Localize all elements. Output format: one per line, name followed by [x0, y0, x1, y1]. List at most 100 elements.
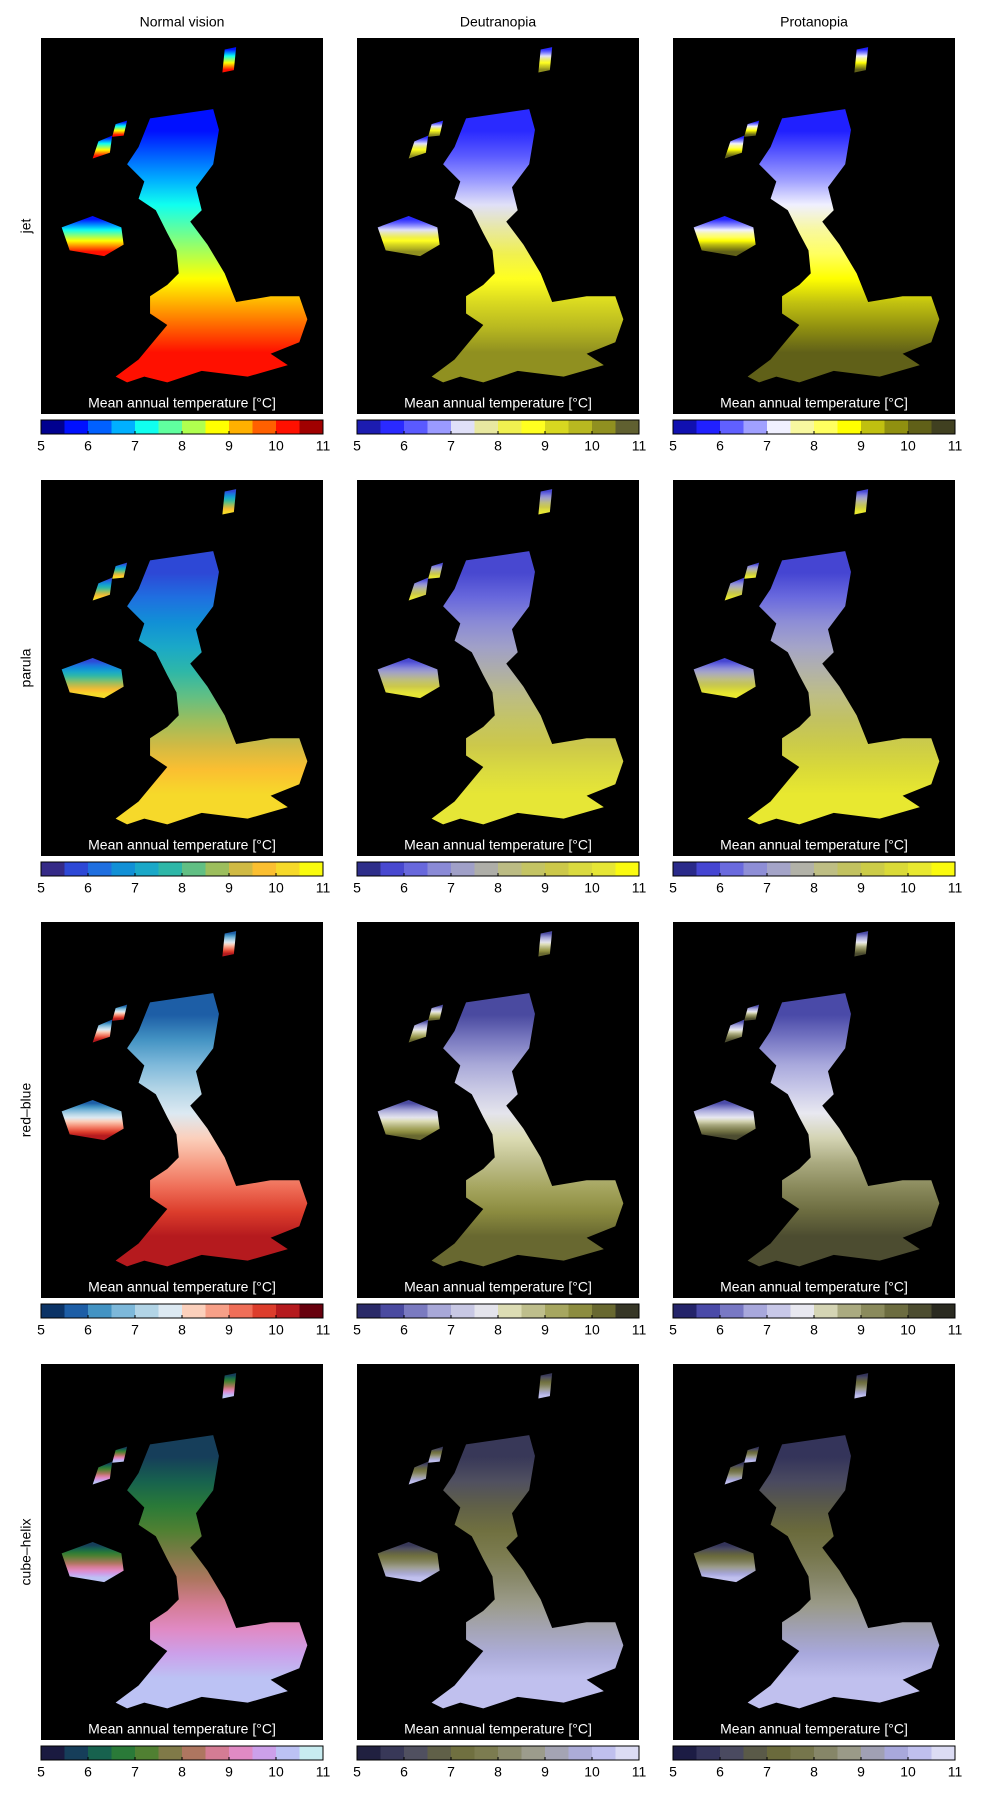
colorbar-swatch	[615, 420, 640, 434]
colorbar-swatch	[182, 420, 206, 434]
colorbar-swatch	[357, 862, 381, 876]
colorbar-tick-label: 11	[948, 438, 963, 454]
colorbar-swatch	[158, 1304, 183, 1318]
colorbar-tick-label: 9	[225, 1764, 233, 1780]
colorbar-tick-label: 7	[763, 438, 771, 454]
colorbar-swatch	[64, 1746, 89, 1760]
colorbar-tick-label: 8	[178, 880, 186, 896]
colorbar-swatch	[88, 862, 112, 876]
colorbar-tick-label: 10	[268, 880, 284, 896]
colorbar-tick-label: 5	[669, 1764, 677, 1780]
colorbar-swatch	[205, 1746, 230, 1760]
colorbar-tick-label: 6	[716, 1764, 724, 1780]
colorbar-swatch	[790, 420, 815, 434]
colorbar-swatch	[545, 1746, 569, 1760]
colorbar-swatch	[474, 420, 499, 434]
colorbar-swatch	[111, 1746, 136, 1760]
colorbar-tick-label: 8	[810, 438, 818, 454]
map-caption: Mean annual temperature [°C]	[88, 837, 276, 853]
colorbar-swatch	[673, 1746, 697, 1760]
colorbar-tick-label: 11	[632, 1322, 647, 1338]
map-caption: Mean annual temperature [°C]	[88, 1721, 276, 1737]
colorbar-tick-label: 7	[447, 1764, 455, 1780]
colorbar-swatch	[498, 420, 522, 434]
colorbar-swatch	[427, 1746, 452, 1760]
colorbar-swatch	[592, 862, 616, 876]
colorbar-tick-label: 10	[900, 1764, 916, 1780]
colorbar-tick-label: 10	[584, 1764, 600, 1780]
colorbar-tick-label: 10	[584, 438, 600, 454]
colorbar-tick-label: 6	[84, 438, 92, 454]
colorbar-swatch	[767, 862, 791, 876]
colorbar-swatch	[743, 862, 768, 876]
colorbar-tick-label: 11	[948, 1764, 963, 1780]
colorbar-swatch	[696, 1304, 721, 1318]
colorbar-swatch	[568, 862, 593, 876]
colorbar-swatch	[908, 1746, 932, 1760]
colorbar-swatch	[252, 1304, 277, 1318]
colorbar-swatch	[545, 862, 569, 876]
colorbar-swatch	[568, 420, 593, 434]
colorbar-tick-label: 11	[948, 1322, 963, 1338]
colorbar-swatch	[474, 862, 499, 876]
colorbar-tick-label: 11	[316, 880, 331, 896]
colorbar-swatch	[404, 1304, 428, 1318]
colorbar-tick-label: 9	[541, 1322, 549, 1338]
colorbar-tick-label: 8	[494, 1322, 502, 1338]
map-caption: Mean annual temperature [°C]	[88, 395, 276, 411]
colorbar-swatch	[229, 1746, 253, 1760]
colorbar-swatch	[451, 1746, 475, 1760]
colorbar-tick-label: 6	[716, 438, 724, 454]
colorbar-tick-label: 8	[494, 880, 502, 896]
colorbar-swatch	[276, 1746, 300, 1760]
colorbar-swatch	[521, 862, 546, 876]
colorbar-swatch	[111, 862, 136, 876]
colorbar-tick-label: 7	[447, 438, 455, 454]
row-label: jet	[18, 219, 34, 235]
colorbar-swatch	[64, 420, 89, 434]
colorbar-swatch	[696, 862, 721, 876]
colorbar-swatch	[743, 1746, 768, 1760]
colorbar-swatch	[908, 862, 932, 876]
colorbar-tick-label: 11	[316, 1322, 331, 1338]
colorbar-swatch	[837, 862, 862, 876]
colorbar-tick-label: 5	[37, 1764, 45, 1780]
colorbar-tick-label: 7	[131, 880, 139, 896]
colorbar-swatch	[380, 1304, 405, 1318]
colorbar-tick-label: 6	[84, 1322, 92, 1338]
colorbar-tick-label: 5	[353, 438, 361, 454]
colorbar-tick-label: 7	[447, 1322, 455, 1338]
colorbar-swatch	[357, 420, 381, 434]
colorbar-tick-label: 6	[400, 1764, 408, 1780]
colorbar-swatch	[814, 420, 838, 434]
colorbar-swatch	[158, 862, 183, 876]
colorbar-swatch	[299, 1746, 324, 1760]
colorbar-tick-label: 10	[584, 1322, 600, 1338]
colorbar-swatch	[427, 862, 452, 876]
colorbar-tick-label: 10	[900, 880, 916, 896]
colorbar-swatch	[545, 420, 569, 434]
colorbar-swatch	[790, 1304, 815, 1318]
row-label: cube–helix	[18, 1519, 34, 1586]
colorbar-swatch	[229, 1304, 253, 1318]
colorbar-tick-label: 9	[857, 1764, 865, 1780]
colorbar-swatch	[404, 862, 428, 876]
colorbar-swatch	[158, 420, 183, 434]
colorbar-tick-label: 11	[316, 1764, 331, 1780]
colorbar-tick-label: 8	[178, 438, 186, 454]
colorbar-swatch	[790, 1746, 815, 1760]
colorbar-swatch	[545, 1304, 569, 1318]
colorbar-tick-label: 8	[810, 1322, 818, 1338]
colorbar-tick-label: 8	[178, 1322, 186, 1338]
colorbar-swatch	[884, 1746, 909, 1760]
colorbar-swatch	[908, 1304, 932, 1318]
colorbar-swatch	[41, 1304, 65, 1318]
colorbar-tick-label: 5	[37, 880, 45, 896]
colorbar-swatch	[88, 420, 112, 434]
colorbar-tick-label: 5	[353, 880, 361, 896]
colorbar-swatch	[182, 862, 206, 876]
colorbar-swatch	[380, 862, 405, 876]
map-caption: Mean annual temperature [°C]	[404, 395, 592, 411]
colorbar-tick-label: 6	[84, 880, 92, 896]
